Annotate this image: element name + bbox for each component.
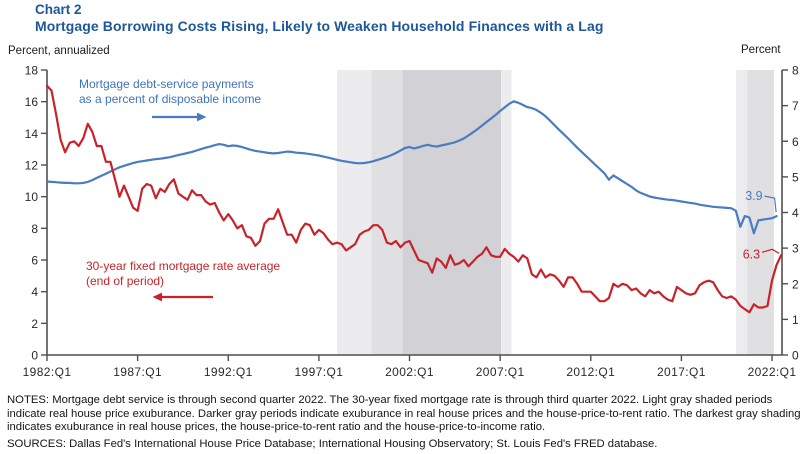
x-axis-tick-label: 1997:Q1 [294,365,343,379]
legend-mortgage-rate: 30-year fixed mortgage rate average (end… [86,259,280,288]
legend-debt-service-line2: as a percent of disposable income [79,91,262,106]
mortgage_rate-end-label-leader [761,248,780,254]
y-axis-right-tick-label: 8 [792,64,799,78]
exuberance-band-dark [402,70,501,355]
x-axis-tick-label: 2022:Q1 [748,365,797,379]
y-axis-right-tick-label: 3 [792,242,799,256]
right-arrow-head-icon [197,112,207,122]
x-axis-tick-label: 1992:Q1 [204,365,253,379]
y-axis-left-tick-label: 10 [25,190,39,204]
y-axis-left-tick-label: 4 [31,285,38,299]
y-axis-left-tick-label: 18 [25,64,39,78]
chart-header: Chart 2 Mortgage Borrowing Costs Rising,… [35,2,604,35]
dsr-end-value-label: 3.9 [745,189,762,203]
x-axis-tick-label: 2007:Q1 [476,365,525,379]
legend-mortgage-rate-line1: 30-year fixed mortgage rate average [86,259,281,273]
y-axis-right-tick-label: 7 [792,99,799,113]
notes-text: NOTES: Mortgage debt service is through … [7,394,801,434]
y-axis-left-tick-label: 16 [25,95,39,109]
y-axis-right-tick-label: 2 [792,277,799,291]
exuberance-band-light [736,70,748,355]
y-axis-right-tick-label: 5 [792,170,799,184]
y-axis-left-tick-label: 8 [31,222,38,236]
legend-mortgage-rate-line2: (end of period) [86,273,165,288]
y-axis-left-tick-label: 14 [25,127,39,141]
y-axis-left-tick-label: 0 [31,349,38,363]
y-axis-right-tick-label: 6 [792,135,799,149]
exuberance-band-light [501,70,512,355]
footnotes: NOTES: Mortgage debt service is through … [7,394,803,451]
exuberance-band-light [337,70,372,355]
exuberance-band-medium [747,70,774,355]
y-axis-right-tick-label: 1 [792,313,799,327]
legend-debt-service-line1: Mortgage debt-service payments [79,77,254,91]
y-axis-left-tick-label: 2 [31,317,38,331]
exuberance-band-medium [371,70,403,355]
y-axis-left-tick-label: 6 [31,254,38,268]
y-axis-right-tick-label: 4 [792,206,799,220]
left-arrow-head-icon [152,292,162,302]
chart-number-label: Chart 2 [35,2,82,17]
mortgage_rate-line [45,84,783,314]
x-axis-tick-label: 1987:Q1 [113,365,162,379]
dsr-end-label-leader [764,195,777,213]
x-axis-tick-label: 2017:Q1 [657,365,706,379]
page-title: Mortgage Borrowing Costs Rising, Likely … [35,18,604,34]
x-axis-tick-label: 2002:Q1 [385,365,434,379]
mortgage_rate-end-value-label: 6.3 [743,247,760,261]
left-axis-unit-label: Percent, annualized [8,45,110,57]
x-axis-tick-label: 1982:Q1 [23,365,72,379]
dsr-line [45,100,778,235]
legend-debt-service: Mortgage debt-service payments as a perc… [79,77,261,106]
y-axis-right-tick-label: 0 [792,349,799,363]
right-axis-unit-label: Percent [741,44,781,56]
x-axis-tick-label: 2012:Q1 [566,365,615,379]
y-axis-left-tick-label: 12 [25,159,39,173]
sources-text: SOURCES: Dallas Fed's International Hous… [7,437,658,450]
